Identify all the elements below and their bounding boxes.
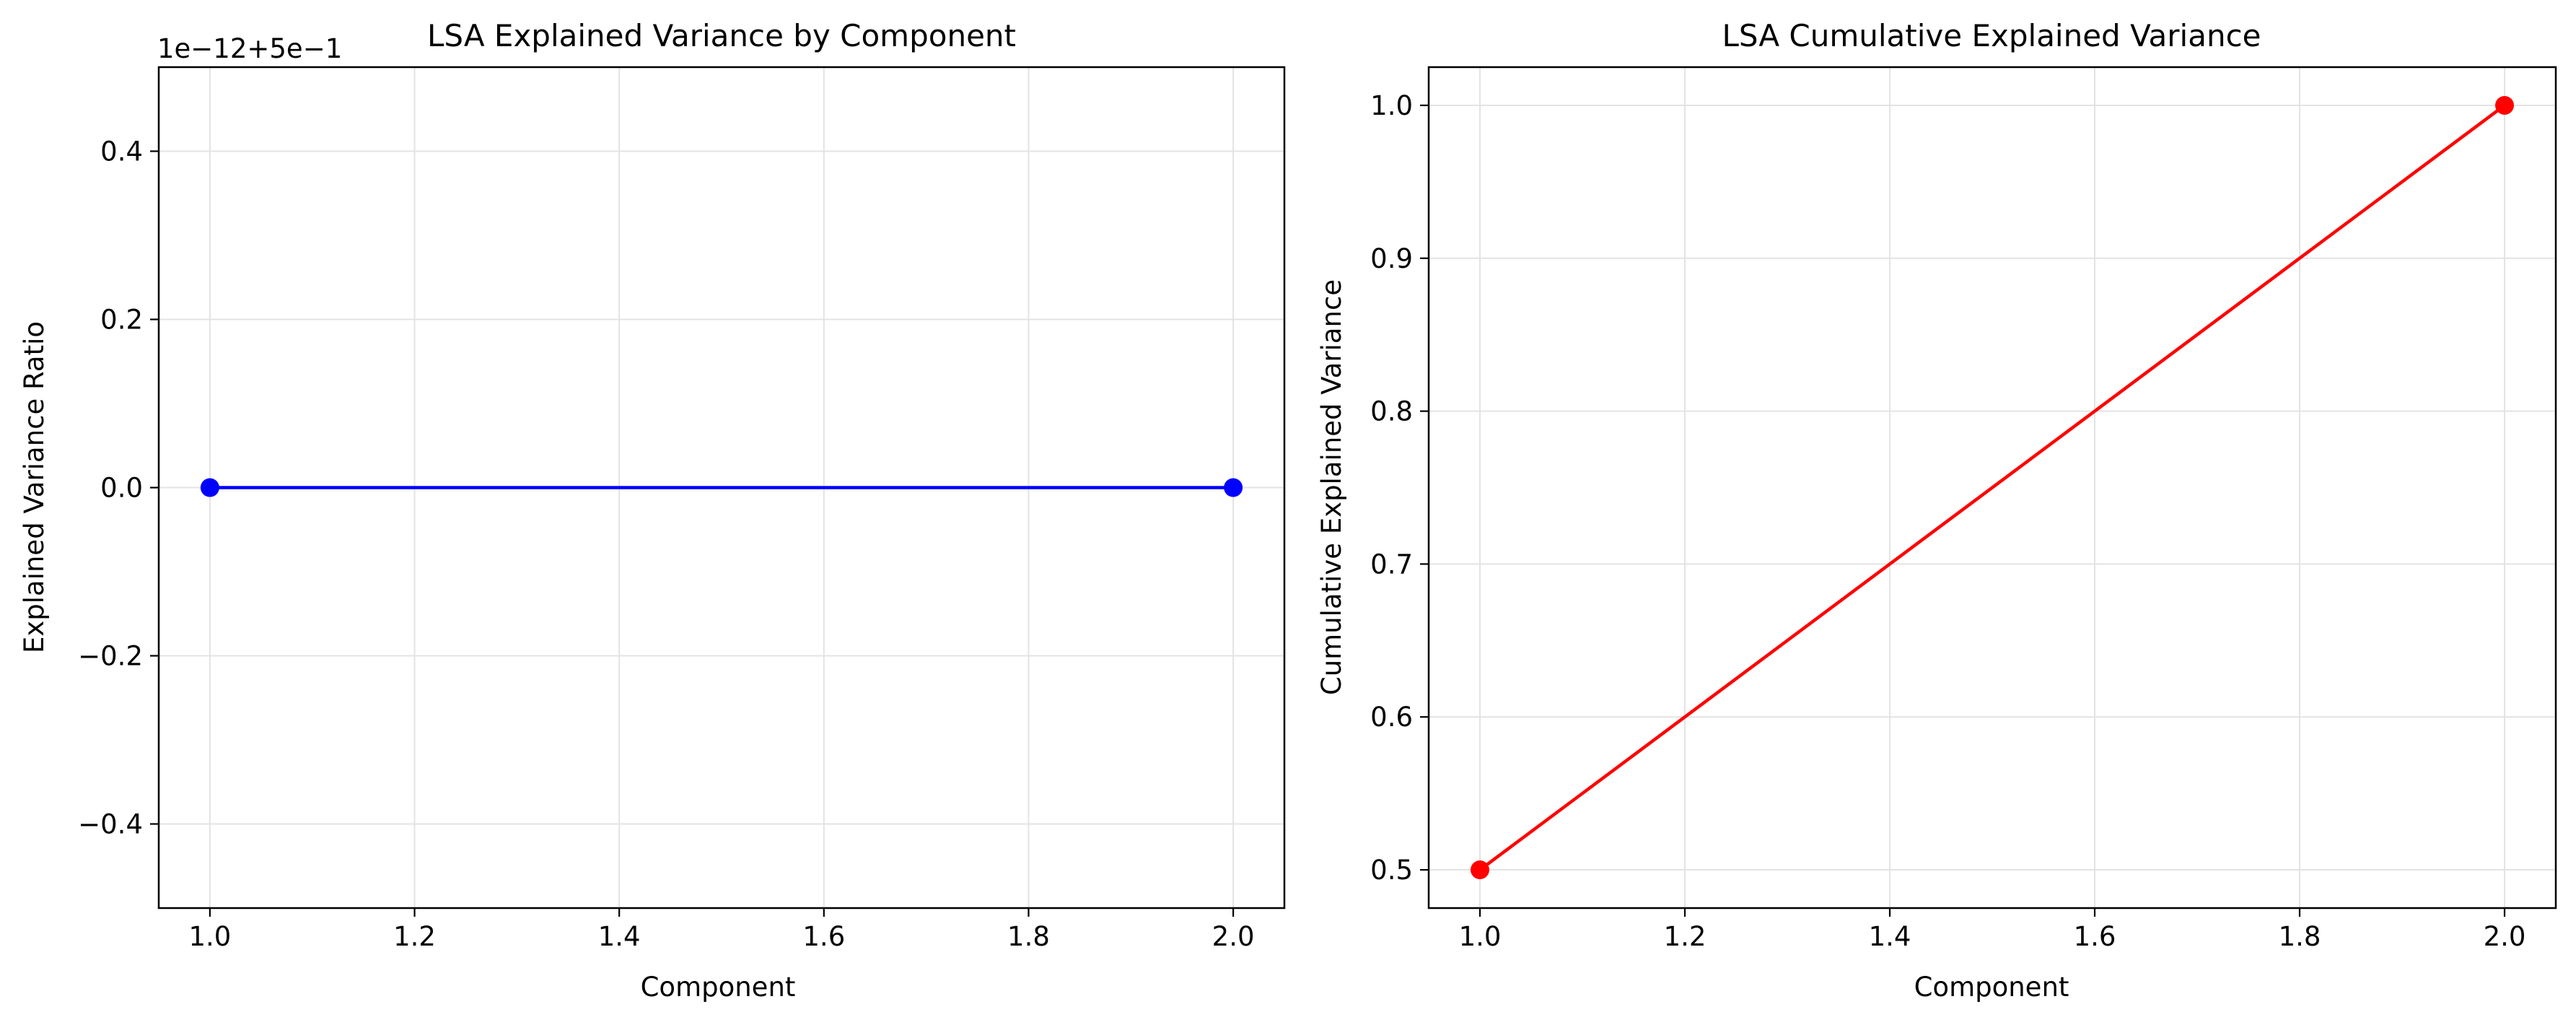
- y-tick-label: 0.6: [1370, 702, 1413, 733]
- data-point: [200, 478, 219, 497]
- x-tick-label: 2.0: [1212, 921, 1255, 952]
- y-axis-label: Cumulative Explained Variance: [1316, 279, 1347, 695]
- y-tick-label: 1.0: [1370, 90, 1413, 121]
- y-axis-offset-text: 1e−12+5e−1: [157, 33, 342, 64]
- x-tick-label: 1.6: [2074, 921, 2116, 952]
- y-tick-label: 0.5: [1370, 855, 1413, 886]
- y-tick-label: −0.4: [78, 809, 143, 840]
- x-tick-label: 1.2: [393, 921, 436, 952]
- y-tick-label: 0.7: [1370, 549, 1413, 580]
- x-tick-label: 1.4: [1869, 921, 1911, 952]
- y-tick-label: 0.9: [1370, 243, 1413, 274]
- y-tick-label: 0.8: [1370, 396, 1413, 427]
- x-tick-label: 1.0: [1459, 921, 1502, 952]
- series-line: [1478, 104, 2506, 871]
- x-tick-label: 1.2: [1664, 921, 1707, 952]
- x-tick-label: 1.8: [2279, 921, 2321, 952]
- x-axis-label: Component: [1914, 972, 2069, 1003]
- x-tick-label: 1.0: [188, 921, 231, 952]
- x-tick-label: 1.4: [598, 921, 641, 952]
- x-tick-label: 1.6: [802, 921, 845, 952]
- explained-variance-chart: LSA Explained Variance by Component 1e−1…: [19, 18, 1286, 1003]
- y-tick-label: 0.0: [100, 473, 143, 504]
- x-tick-label: 2.0: [2484, 921, 2526, 952]
- plot-frame: [1427, 66, 2557, 910]
- plot-frame: [157, 66, 1286, 910]
- data-point: [2495, 95, 2514, 115]
- cumulative-variance-chart: LSA Cumulative Explained Variance Compon…: [1316, 18, 2557, 1003]
- x-axis-label: Component: [641, 972, 796, 1003]
- chart-title: LSA Cumulative Explained Variance: [1722, 18, 2261, 53]
- y-tick-label: 0.4: [100, 136, 143, 167]
- data-point: [1471, 860, 1489, 880]
- y-axis-label: Explained Variance Ratio: [19, 321, 50, 653]
- y-tick-label: −0.2: [78, 641, 143, 672]
- data-point: [1224, 478, 1243, 497]
- chart-title: LSA Explained Variance by Component: [427, 18, 1016, 53]
- y-tick-label: 0.2: [100, 305, 143, 336]
- x-tick-label: 1.8: [1007, 921, 1050, 952]
